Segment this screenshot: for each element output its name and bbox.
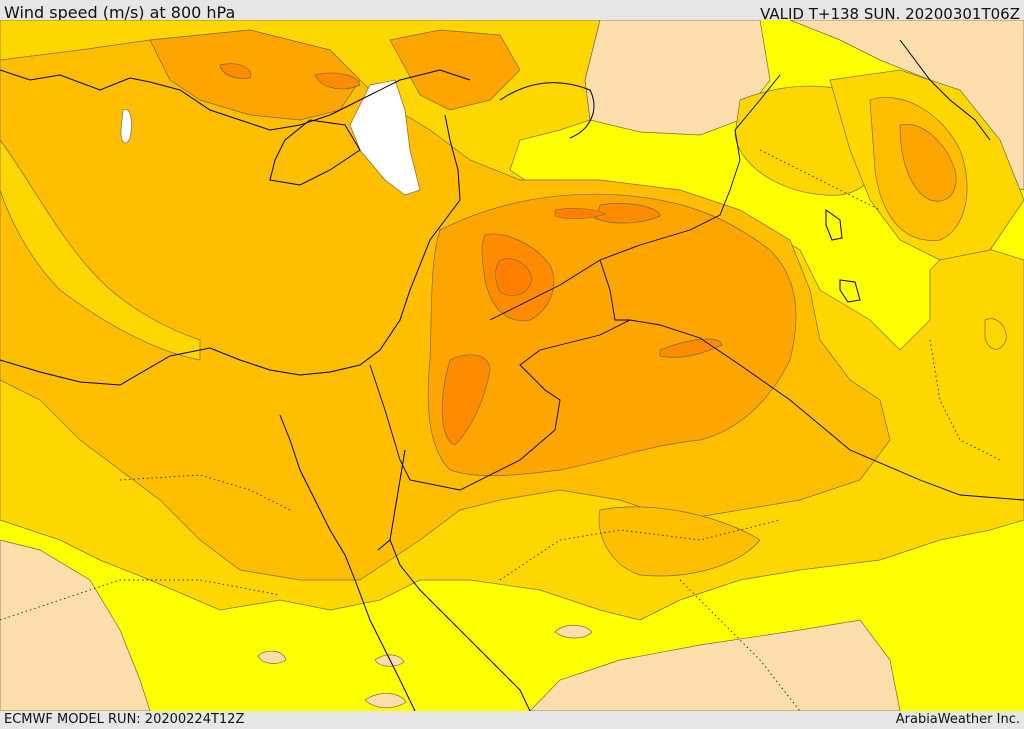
header-bar	[0, 0, 1024, 20]
band-calm	[120, 79, 421, 196]
band-deep-orange	[495, 208, 606, 296]
valid-time: VALID T+138 SUN. 20200301T06Z	[760, 5, 1020, 23]
coastlines	[0, 39, 991, 711]
footer-bar	[0, 711, 1024, 729]
dotted-boundaries	[0, 149, 1001, 711]
political-borders	[369, 74, 1024, 501]
map-title: Wind speed (m/s) at 800 hPa	[4, 3, 236, 22]
wind-speed-map	[0, 20, 1024, 711]
model-run: ECMWF MODEL RUN: 20200224T12Z	[4, 712, 245, 727]
credit: ArabiaWeather Inc.	[895, 712, 1020, 727]
map-canvas	[0, 20, 1024, 711]
